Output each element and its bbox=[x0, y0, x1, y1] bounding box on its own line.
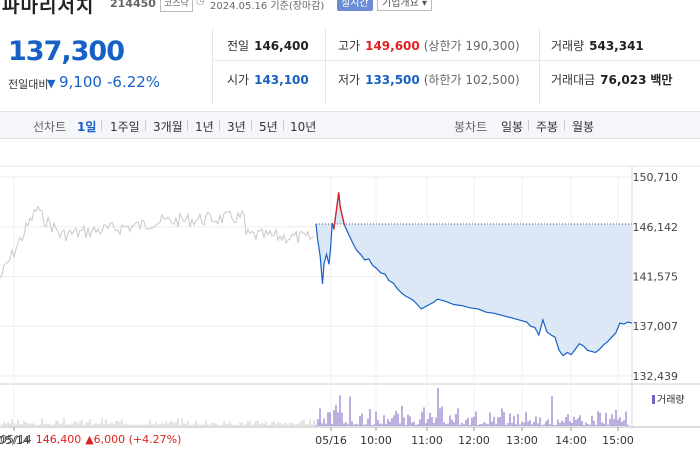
low-value: 133,500 bbox=[365, 73, 420, 87]
volume: 거래량 543,341 bbox=[551, 37, 644, 54]
high-price: 고가 149,600 (상한가 190,300) bbox=[338, 37, 520, 54]
tab-period-3y[interactable]: 3년 bbox=[227, 120, 246, 134]
price-chart[interactable]: 150,710 146,142 141,575 137,007 132,439 05/14… bbox=[0, 140, 700, 450]
stock-code: 214450 bbox=[110, 0, 156, 10]
divider bbox=[101, 120, 102, 131]
change-percent: -6.22% bbox=[107, 73, 161, 91]
tab-period-1d[interactable]: 1일 bbox=[77, 120, 97, 134]
turnover-value: 76,023 bbox=[600, 73, 647, 87]
date-basis: 2024.05.16 기준(장마감) bbox=[210, 1, 325, 12]
change-label: 전일대비 bbox=[8, 78, 49, 91]
prev-close: 전일 146,400 bbox=[227, 37, 309, 54]
volume-label: 거래량 bbox=[551, 39, 585, 53]
divider bbox=[283, 120, 284, 131]
x-tick-label: 13:00 bbox=[506, 434, 538, 447]
x-tick-label: 11:00 bbox=[411, 434, 443, 447]
high-label: 고가 bbox=[338, 39, 361, 53]
y-tick-label: 141,575 bbox=[633, 270, 679, 283]
below-reference-area bbox=[316, 192, 632, 356]
tab-period-1w[interactable]: 1주일 bbox=[110, 120, 140, 134]
divider bbox=[187, 120, 188, 131]
x-tick-label: 10:00 bbox=[360, 434, 392, 447]
upper-limit: (상한가 190,300) bbox=[423, 39, 520, 53]
prev-day-price: 146,400 bbox=[35, 433, 82, 446]
volume-legend-label: 거래량 bbox=[657, 395, 685, 406]
realtime-button[interactable]: 실시간 bbox=[337, 0, 373, 11]
tab-candle-chart[interactable]: 봉차트 bbox=[454, 120, 488, 134]
turnover: 거래대금 76,023 백만 bbox=[551, 71, 672, 88]
company-info-dropdown[interactable]: 기업개요 ▾ bbox=[377, 0, 432, 11]
chart-tabs: 선차트 1일 1주일 3개월 1년 3년 5년 10년 봉차트 일봉 주봉 월봉 bbox=[0, 111, 700, 139]
stock-header: 파마리서치 214450 코스닥 ◷ 2024.05.16 기준(장마감) 실시… bbox=[0, 0, 700, 17]
stock-name: 파마리서치 bbox=[2, 0, 95, 17]
divider bbox=[251, 120, 252, 131]
open-label: 시가 bbox=[227, 73, 250, 87]
y-tick-label: 146,142 bbox=[633, 221, 679, 234]
y-tick-label: 137,007 bbox=[633, 320, 679, 333]
y-tick-label: 150,710 bbox=[633, 171, 679, 184]
volume-legend: 거래량 bbox=[652, 391, 685, 406]
prev-close-label: 전일 bbox=[227, 39, 250, 53]
divider bbox=[564, 120, 565, 131]
tab-period-10y[interactable]: 10년 bbox=[290, 120, 317, 134]
prev-close-value: 146,400 bbox=[254, 39, 309, 53]
clock-icon: ◷ bbox=[196, 0, 205, 7]
x-tick-label: 05/14 bbox=[0, 434, 30, 447]
x-tick-label: 15:00 bbox=[602, 434, 634, 447]
stats-row: 전일 146,400 고가 149,600 (상한가 190,300) 거래량 543,… bbox=[213, 28, 700, 61]
divider bbox=[539, 28, 540, 104]
turnover-unit: 백만 bbox=[650, 73, 673, 87]
prev-day-change: ▲6,000 (+4.27%) bbox=[85, 433, 182, 446]
previous-session-line bbox=[0, 205, 315, 279]
divider bbox=[145, 120, 146, 131]
high-value: 149,600 bbox=[365, 39, 420, 53]
divider bbox=[528, 120, 529, 131]
prev-day-info: 05/14 146,400 ▲6,000 (+4.27%) bbox=[0, 433, 181, 446]
tab-period-5y[interactable]: 5년 bbox=[259, 120, 278, 134]
y-tick-label: 132,439 bbox=[633, 370, 679, 383]
tab-period-1y[interactable]: 1년 bbox=[195, 120, 214, 134]
price-line-above-reference bbox=[333, 192, 346, 230]
tab-candle-weekly[interactable]: 주봉 bbox=[536, 120, 559, 134]
turnover-label: 거래대금 bbox=[551, 73, 596, 87]
x-tick-label: 12:00 bbox=[458, 434, 490, 447]
prev-day-date: 05/14 bbox=[0, 433, 32, 446]
low-label: 저가 bbox=[338, 73, 361, 87]
volume-value: 543,341 bbox=[589, 39, 644, 53]
tab-candle-monthly[interactable]: 월봉 bbox=[572, 120, 595, 134]
lower-limit: (하한가 102,500) bbox=[423, 73, 520, 87]
volume-swatch bbox=[652, 395, 655, 404]
open-price: 시가 143,100 bbox=[227, 71, 309, 88]
market-badge: 코스닥 bbox=[160, 0, 193, 12]
divider bbox=[325, 28, 326, 104]
chart-canvas: 150,710 146,142 141,575 137,007 132,439 05/14… bbox=[0, 165, 700, 447]
down-arrow-icon: ▼ bbox=[47, 77, 56, 90]
stats-row: 시가 143,100 저가 133,500 (하한가 102,500) 거래대금 76,… bbox=[213, 62, 700, 95]
open-value: 143,100 bbox=[254, 73, 309, 87]
x-tick-label: 05/16 bbox=[315, 434, 347, 447]
low-price: 저가 133,500 (하한가 102,500) bbox=[338, 71, 520, 88]
change-value: 9,100 bbox=[59, 73, 102, 91]
x-tick-label: 14:00 bbox=[555, 434, 587, 447]
tab-candle-daily[interactable]: 일봉 bbox=[501, 120, 524, 134]
current-price: 137,300 bbox=[8, 36, 125, 67]
stats-grid: 전일 146,400 고가 149,600 (상한가 190,300) 거래량 543,… bbox=[212, 28, 700, 104]
tab-line-chart[interactable]: 선차트 bbox=[33, 120, 67, 134]
tab-period-3m[interactable]: 3개월 bbox=[153, 120, 183, 134]
price-summary: 137,300 전일대비 ▼ 9,100 -6.22% bbox=[0, 28, 212, 104]
divider bbox=[219, 120, 220, 131]
